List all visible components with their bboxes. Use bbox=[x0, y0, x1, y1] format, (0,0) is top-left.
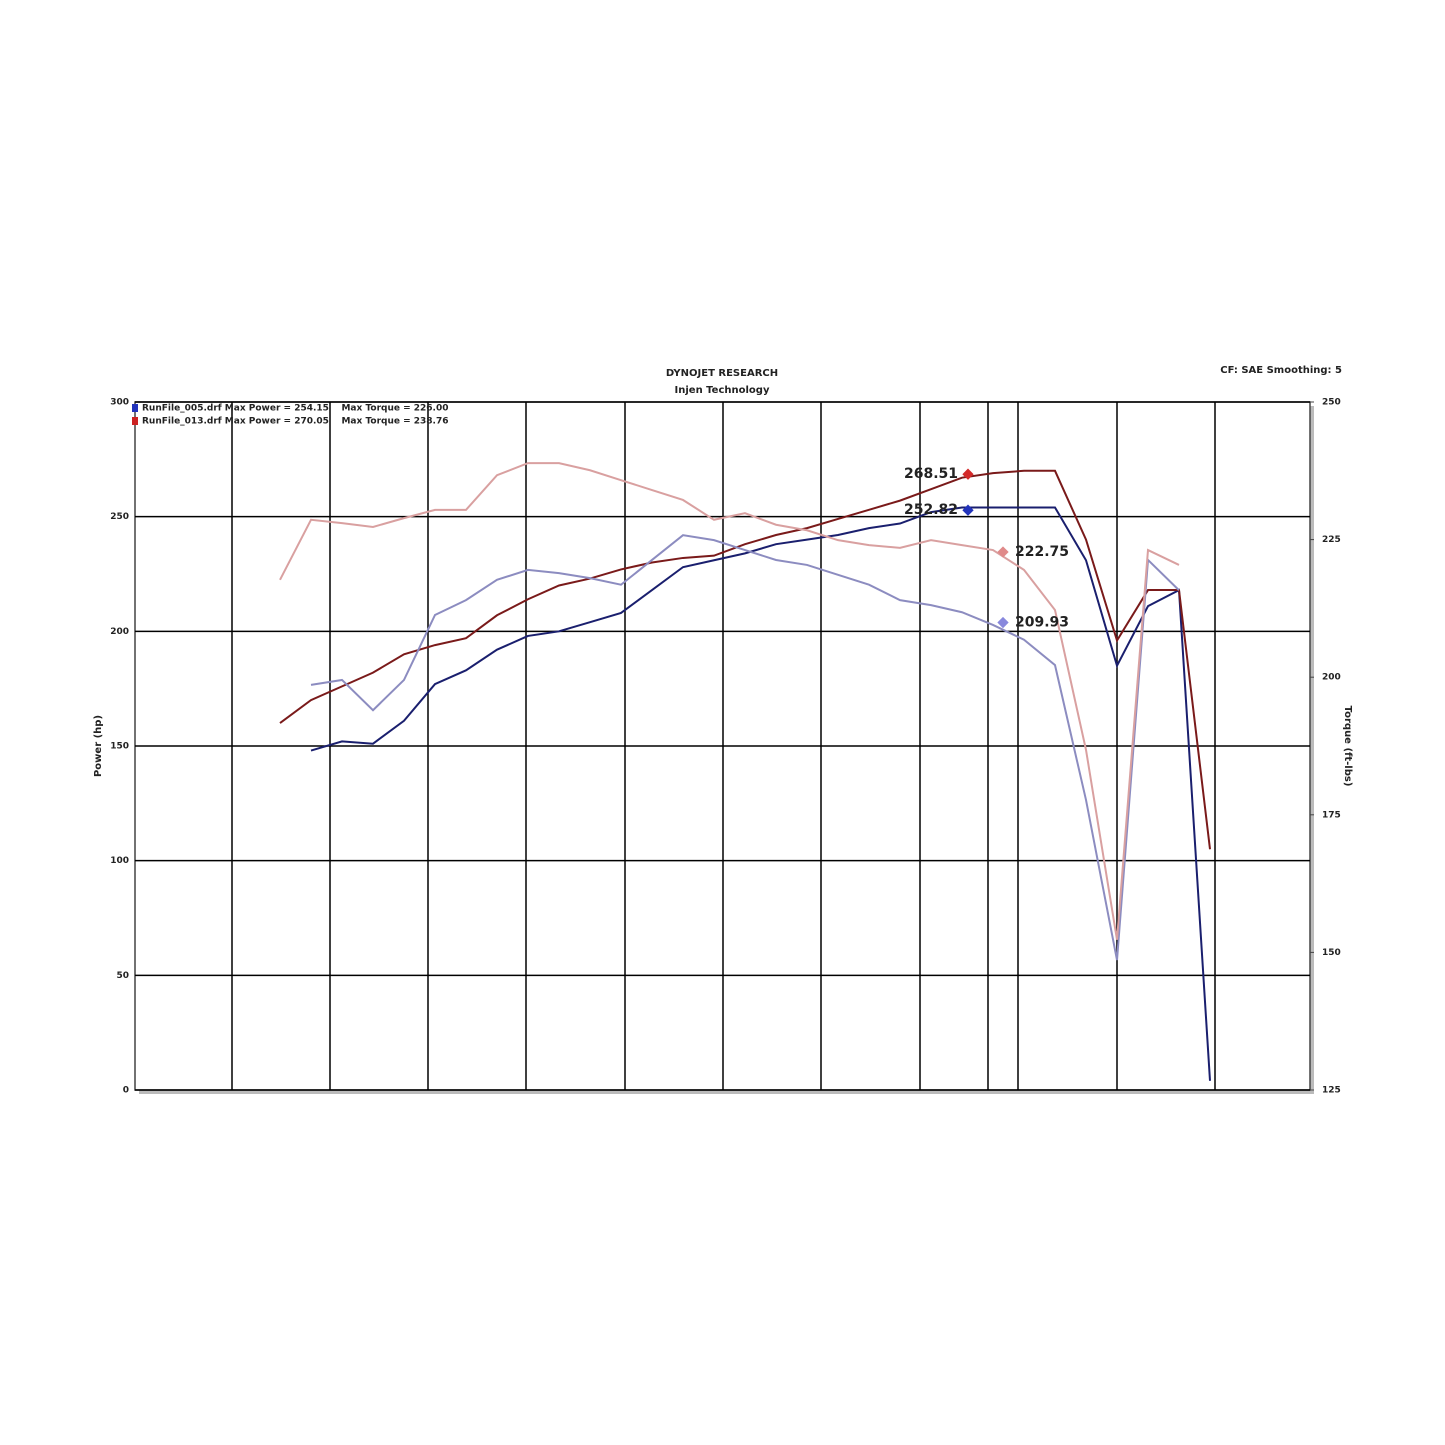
legend-entry: RunFile_005.drf Max Power = 254.15 Max T… bbox=[142, 404, 449, 414]
series-line bbox=[310, 506, 1211, 1081]
y2-tick-label: 125 bbox=[1322, 1086, 1341, 1096]
annotation-label: 268.51 bbox=[904, 466, 958, 482]
y2-tick-label: 150 bbox=[1322, 948, 1341, 958]
series-line bbox=[279, 469, 1211, 850]
chart-title: DYNOJET RESEARCH bbox=[666, 368, 778, 379]
y-tick-label: 100 bbox=[110, 856, 129, 866]
y-tick-label: 0 bbox=[123, 1086, 129, 1096]
chart-subtitle: Injen Technology bbox=[675, 385, 770, 396]
annotation-label: 222.75 bbox=[1015, 544, 1069, 560]
annotation-label: 209.93 bbox=[1015, 615, 1069, 631]
y2-axis-label: Torque (ft-lbs) bbox=[1342, 706, 1353, 787]
annotation-label: 252.82 bbox=[904, 502, 958, 518]
series-line bbox=[310, 534, 1180, 961]
series-line bbox=[279, 462, 1180, 940]
y-tick-label: 300 bbox=[110, 398, 129, 408]
y2-tick-label: 200 bbox=[1322, 673, 1341, 683]
annotation-marker bbox=[997, 546, 1009, 558]
legend-swatch bbox=[132, 404, 138, 412]
y-tick-label: 250 bbox=[110, 512, 129, 522]
annotation-marker bbox=[962, 468, 974, 480]
y-tick-label: 50 bbox=[116, 971, 129, 981]
settings-text: CF: SAE Smoothing: 5 bbox=[1220, 365, 1342, 376]
y-tick-label: 200 bbox=[110, 627, 129, 637]
y-tick-label: 150 bbox=[110, 742, 129, 752]
y2-tick-label: 250 bbox=[1322, 398, 1341, 408]
annotation-marker bbox=[962, 504, 974, 516]
legend-entry: RunFile_013.drf Max Power = 270.05 Max T… bbox=[142, 417, 449, 427]
y2-tick-label: 175 bbox=[1322, 810, 1341, 820]
y-axis-label: Power (hp) bbox=[93, 715, 104, 777]
annotation-marker bbox=[997, 616, 1009, 629]
y2-tick-label: 225 bbox=[1322, 535, 1341, 545]
legend-swatch bbox=[132, 417, 138, 425]
